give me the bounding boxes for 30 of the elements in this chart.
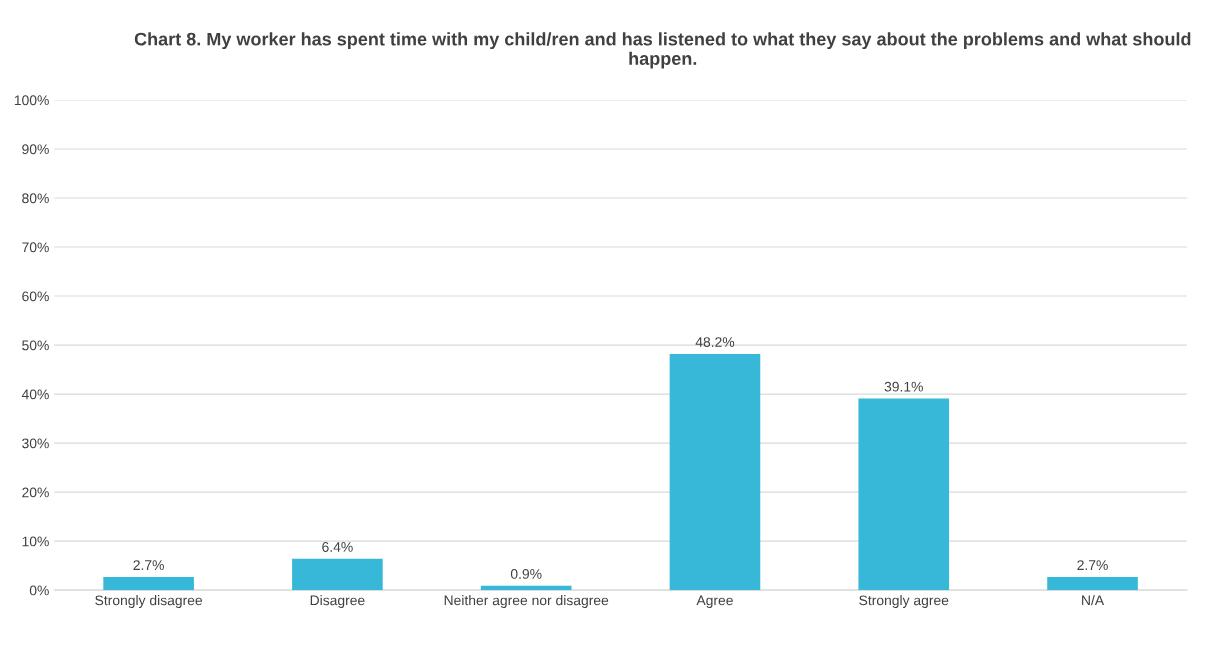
bar bbox=[103, 576, 194, 591]
y-tick-label: 70% bbox=[22, 242, 49, 253]
bar bbox=[1047, 576, 1138, 591]
x-tick-label: Agree bbox=[696, 595, 733, 608]
y-tick-label: 80% bbox=[22, 193, 49, 204]
bar bbox=[480, 585, 572, 591]
y-tick-label: 30% bbox=[22, 438, 49, 449]
y-tick-label: 50% bbox=[22, 340, 49, 351]
x-tick-label: Strongly disagree bbox=[95, 595, 203, 608]
bar bbox=[292, 558, 383, 591]
y-tick-label: 40% bbox=[21, 389, 49, 400]
y-tick-label: 10% bbox=[22, 536, 49, 547]
data-label: 48.2% bbox=[695, 337, 735, 347]
bar bbox=[858, 398, 950, 591]
x-tick-label: Neither agree nor disagree bbox=[444, 595, 609, 608]
y-tick-label: 60% bbox=[22, 291, 49, 302]
x-tick-label: N/A bbox=[1082, 595, 1105, 606]
y-tick-label: 20% bbox=[22, 487, 49, 498]
data-label: 2.7% bbox=[133, 560, 164, 570]
data-label: 39.1% bbox=[884, 381, 923, 392]
x-tick-label: Disagree bbox=[310, 595, 365, 608]
data-label: 6.4% bbox=[322, 542, 353, 552]
y-tick-label: 100% bbox=[14, 95, 49, 106]
bar bbox=[669, 353, 761, 591]
data-label: 2.7% bbox=[1077, 560, 1108, 570]
data-label: 0.9% bbox=[510, 569, 542, 579]
y-tick-label: 90% bbox=[22, 144, 49, 155]
chart-title: Chart 8. My worker has spent time with my child/ren and has listened to what they say about the problems and what should happen. bbox=[134, 32, 1191, 69]
x-tick-label: Strongly agree bbox=[859, 595, 949, 608]
y-tick-label: 0% bbox=[29, 585, 49, 596]
